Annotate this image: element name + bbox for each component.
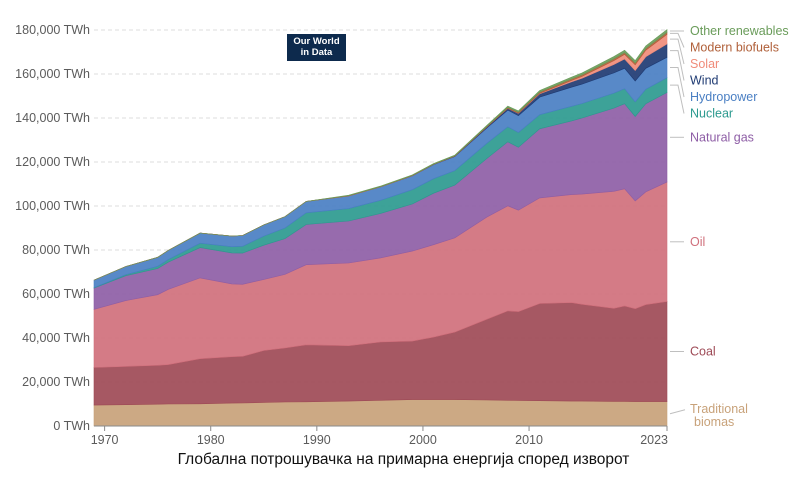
x-tick-label: 1980 <box>197 433 225 447</box>
y-tick-label: 100,000 TWh <box>15 199 90 213</box>
legend-label-nuclear[interactable]: Nuclear <box>690 106 733 120</box>
y-tick-label: 180,000 TWh <box>15 23 90 37</box>
axis-layer: 0 TWh 20,000 TWh 40,000 TWh 60,000 TWh 80,00… <box>15 23 668 447</box>
chart-caption: Глобална потрошувачка на примарна енерги… <box>177 451 630 468</box>
y-tick-label: 40,000 TWh <box>22 331 90 345</box>
legend-layer: Traditional biomas Coal Oil Natural gas Nucle… <box>669 24 789 429</box>
x-tick-label: 1990 <box>303 433 331 447</box>
legend-label-wind[interactable]: Wind <box>690 73 719 87</box>
y-tick-label: 0 TWh <box>53 419 90 433</box>
y-tick-label: 60,000 TWh <box>22 287 90 301</box>
legend-label-line: biomas <box>694 415 734 429</box>
legend-leader <box>670 67 685 98</box>
y-tick-label: 120,000 TWh <box>15 155 90 169</box>
logo-line-2: in Data <box>300 47 333 58</box>
x-tick-label: 2023 <box>640 433 668 447</box>
x-tick-label: 2000 <box>409 433 437 447</box>
x-tick-label: 2010 <box>515 433 543 447</box>
legend-leader <box>670 38 685 65</box>
legend-leader <box>670 84 685 114</box>
y-tick-label: 140,000 TWh <box>15 111 90 125</box>
logo-line-1: Our World <box>293 36 340 47</box>
legend-label-oil[interactable]: Oil <box>690 235 705 249</box>
legend-label-modern-biofuels[interactable]: Modern biofuels <box>690 40 779 54</box>
y-tick-label: 20,000 TWh <box>22 375 90 389</box>
legend-label-traditional-biomas[interactable]: Traditional biomas <box>690 402 748 429</box>
legend-label-natural-gas[interactable]: Natural gas <box>690 130 754 144</box>
our-world-in-data-logo[interactable]: Our World in Data <box>287 34 346 61</box>
legend-leader <box>670 50 685 81</box>
x-tick-label: 1970 <box>91 433 119 447</box>
y-tick-label: 160,000 TWh <box>15 67 90 81</box>
area-layer <box>93 28 668 427</box>
legend-label-coal[interactable]: Coal <box>690 345 716 359</box>
legend-leader <box>670 32 685 48</box>
legend-leader <box>669 409 686 415</box>
energy-area-chart: 0 TWh 20,000 TWh 40,000 TWh 60,000 TWh 80,00… <box>15 23 789 447</box>
legend-label-solar[interactable]: Solar <box>690 57 719 71</box>
legend-label-line: Traditional <box>690 402 748 416</box>
area-other-renewables[interactable] <box>93 28 668 281</box>
y-tick-label: 80,000 TWh <box>22 243 90 257</box>
legend-label-hydropower[interactable]: Hydropower <box>690 90 757 104</box>
legend-label-other-renewables[interactable]: Other renewables <box>690 24 789 38</box>
